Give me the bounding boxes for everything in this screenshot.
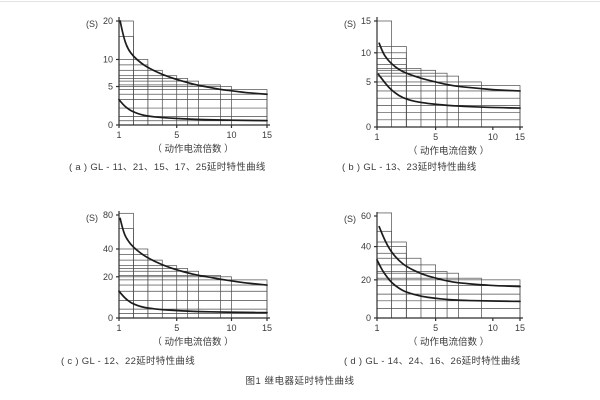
y-tick-label: 0: [108, 120, 113, 130]
axes: [116, 17, 270, 128]
caption-chart-b: ( b ) GL - 13、23延时特性曲线: [342, 162, 477, 173]
caption-chart-a: ( a ) GL - 11、21、15、17、25延时特性曲线: [69, 162, 266, 173]
x-tick-label: 1: [116, 130, 121, 140]
x-tick-label: 15: [262, 130, 272, 140]
y-unit-label: (S): [344, 19, 356, 29]
x-tick-label: 15: [515, 323, 525, 333]
axes: [116, 211, 270, 321]
tolerance-box: [118, 228, 134, 319]
upper-limit-curve: [378, 225, 521, 288]
horizontal-gridlines: [119, 99, 267, 122]
tolerance-box: [376, 81, 482, 128]
y-tick-label: 0: [366, 313, 371, 323]
x-axis-title: （ 动作电流倍数 ）: [152, 143, 233, 155]
y-tick-label: 10: [103, 54, 113, 64]
y-tick-label: 20: [103, 272, 113, 282]
x-tick-label: 1: [374, 323, 379, 333]
y-tick-label: 5: [366, 77, 371, 87]
x-tick-label: 10: [226, 130, 236, 140]
upper-limit-curve: [119, 20, 268, 96]
y-unit-label: (S): [86, 213, 98, 223]
lower-limit-curve: [118, 290, 268, 314]
x-axis-title: （ 动作电流倍数 ）: [408, 336, 489, 348]
y-tick-label: 80: [103, 210, 113, 220]
y-unit-label: (S): [344, 214, 356, 224]
y-tick-label: 20: [361, 275, 371, 285]
y-tick-label: 0: [108, 313, 113, 323]
horizontal-gridlines: [377, 97, 520, 121]
tolerance-box: [376, 85, 521, 128]
axes: [374, 212, 523, 321]
tolerance-step-grid: [376, 20, 521, 128]
x-tick-label: 10: [488, 132, 498, 142]
tolerance-box: [376, 68, 422, 128]
x-tick-label: 5: [433, 132, 438, 142]
lower-limit-curve: [377, 73, 521, 109]
page-top-border: [0, 1, 600, 2]
tolerance-step-grid: [118, 20, 268, 126]
x-tick-label: 5: [433, 323, 438, 333]
x-tick-label: 5: [174, 323, 179, 333]
caption-chart-c: ( c ) GL - 12、22延时特性曲线: [61, 356, 195, 367]
x-tick-label: 1: [116, 323, 121, 333]
axes: [374, 17, 523, 130]
upper-limit-curve: [119, 217, 268, 286]
x-tick-label: 10: [226, 323, 236, 333]
horizontal-gridlines: [119, 290, 267, 314]
tolerance-step-grid: [376, 212, 521, 319]
y-tick-label: 5: [108, 82, 113, 92]
y-tick-label: 10: [361, 48, 371, 58]
x-axis-title: （ 动作电流倍数 ）: [152, 336, 233, 348]
figure-caption: 图1 继电器延时特性曲线: [245, 376, 355, 387]
y-tick-label: 60: [361, 211, 371, 221]
y-tick-label: 0: [366, 122, 371, 132]
lower-limit-curve: [118, 98, 268, 122]
x-tick-label: 5: [174, 130, 179, 140]
x-axis-title: （ 动作电流倍数 ）: [408, 145, 489, 157]
y-tick-label: 15: [361, 16, 371, 26]
x-tick-label: 1: [374, 132, 379, 142]
y-unit-label: (S): [86, 19, 98, 29]
upper-limit-curve: [378, 42, 521, 92]
lower-limit-curve: [376, 259, 521, 303]
tolerance-step-grid: [118, 212, 268, 319]
y-tick-label: 40: [361, 242, 371, 252]
y-tick-label: 20: [103, 16, 113, 26]
caption-chart-d: ( d ) GL - 14、24、16、26延时特性曲线: [344, 356, 521, 367]
x-tick-label: 15: [515, 132, 525, 142]
tolerance-box: [376, 90, 521, 128]
x-tick-label: 10: [488, 323, 498, 333]
y-tick-label: 40: [103, 244, 113, 254]
x-tick-label: 15: [262, 323, 272, 333]
